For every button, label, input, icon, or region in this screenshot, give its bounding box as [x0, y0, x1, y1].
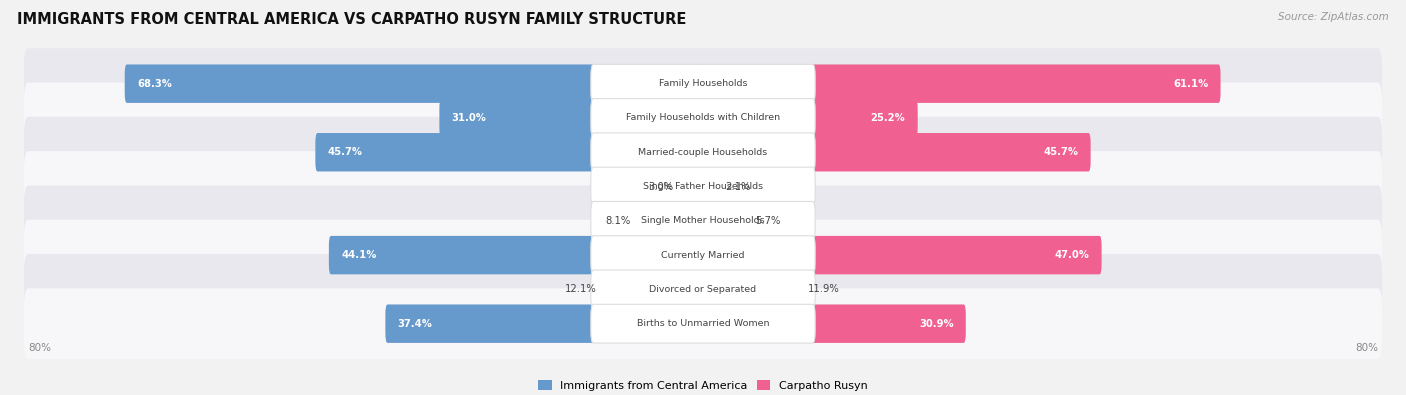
- Legend: Immigrants from Central America, Carpatho Rusyn: Immigrants from Central America, Carpath…: [536, 378, 870, 393]
- FancyBboxPatch shape: [24, 220, 1382, 290]
- FancyBboxPatch shape: [385, 305, 706, 343]
- Text: 44.1%: 44.1%: [342, 250, 377, 260]
- Text: 25.2%: 25.2%: [870, 113, 905, 123]
- Text: 2.1%: 2.1%: [725, 182, 751, 192]
- FancyBboxPatch shape: [700, 64, 1220, 103]
- FancyBboxPatch shape: [700, 133, 1091, 171]
- FancyBboxPatch shape: [633, 201, 706, 240]
- Text: Divorced or Separated: Divorced or Separated: [650, 285, 756, 294]
- Text: 68.3%: 68.3%: [136, 79, 172, 89]
- Text: IMMIGRANTS FROM CENTRAL AMERICA VS CARPATHO RUSYN FAMILY STRUCTURE: IMMIGRANTS FROM CENTRAL AMERICA VS CARPA…: [17, 12, 686, 27]
- Text: 45.7%: 45.7%: [1043, 147, 1078, 157]
- Text: 47.0%: 47.0%: [1054, 250, 1090, 260]
- Text: 5.7%: 5.7%: [755, 216, 780, 226]
- Text: 80%: 80%: [28, 343, 51, 354]
- FancyBboxPatch shape: [700, 270, 806, 308]
- FancyBboxPatch shape: [591, 304, 815, 343]
- FancyBboxPatch shape: [24, 83, 1382, 153]
- Text: 31.0%: 31.0%: [451, 113, 486, 123]
- Text: Currently Married: Currently Married: [661, 250, 745, 260]
- FancyBboxPatch shape: [591, 133, 815, 171]
- Text: 45.7%: 45.7%: [328, 147, 363, 157]
- FancyBboxPatch shape: [599, 270, 706, 308]
- FancyBboxPatch shape: [439, 99, 706, 137]
- FancyBboxPatch shape: [329, 236, 706, 274]
- Text: Source: ZipAtlas.com: Source: ZipAtlas.com: [1278, 12, 1389, 22]
- FancyBboxPatch shape: [700, 167, 723, 206]
- FancyBboxPatch shape: [700, 201, 754, 240]
- FancyBboxPatch shape: [591, 99, 815, 137]
- Text: 80%: 80%: [1355, 343, 1378, 354]
- Text: 61.1%: 61.1%: [1173, 79, 1208, 89]
- FancyBboxPatch shape: [591, 167, 815, 206]
- FancyBboxPatch shape: [315, 133, 706, 171]
- Text: 8.1%: 8.1%: [605, 216, 630, 226]
- FancyBboxPatch shape: [125, 64, 706, 103]
- FancyBboxPatch shape: [591, 64, 815, 103]
- Text: 12.1%: 12.1%: [565, 284, 596, 294]
- FancyBboxPatch shape: [24, 185, 1382, 256]
- Text: Married-couple Households: Married-couple Households: [638, 148, 768, 157]
- Text: Family Households with Children: Family Households with Children: [626, 113, 780, 122]
- FancyBboxPatch shape: [700, 236, 1102, 274]
- FancyBboxPatch shape: [24, 117, 1382, 188]
- FancyBboxPatch shape: [591, 236, 815, 275]
- FancyBboxPatch shape: [591, 201, 815, 240]
- FancyBboxPatch shape: [24, 151, 1382, 222]
- FancyBboxPatch shape: [700, 305, 966, 343]
- FancyBboxPatch shape: [24, 254, 1382, 325]
- Text: 37.4%: 37.4%: [398, 319, 433, 329]
- FancyBboxPatch shape: [591, 270, 815, 309]
- Text: 11.9%: 11.9%: [807, 284, 839, 294]
- FancyBboxPatch shape: [24, 48, 1382, 119]
- Text: Family Households: Family Households: [659, 79, 747, 88]
- FancyBboxPatch shape: [675, 167, 706, 206]
- FancyBboxPatch shape: [700, 99, 918, 137]
- Text: Single Mother Households: Single Mother Households: [641, 216, 765, 225]
- Text: 3.0%: 3.0%: [648, 182, 673, 192]
- Text: Births to Unmarried Women: Births to Unmarried Women: [637, 319, 769, 328]
- Text: 30.9%: 30.9%: [920, 319, 953, 329]
- FancyBboxPatch shape: [24, 288, 1382, 359]
- Text: Single Father Households: Single Father Households: [643, 182, 763, 191]
